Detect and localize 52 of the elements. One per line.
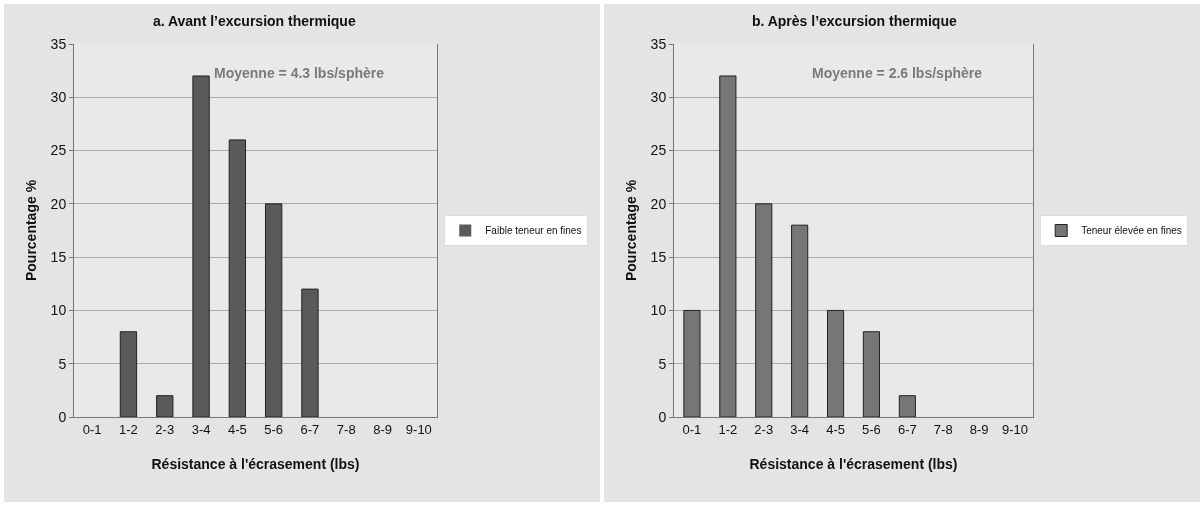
x-tick-label: 8-9 bbox=[969, 421, 989, 437]
y-tick-label: 20 bbox=[650, 195, 667, 212]
y-tick-label: 10 bbox=[650, 302, 667, 319]
x-tick-label: 0-1 bbox=[682, 421, 702, 437]
bar bbox=[192, 75, 210, 417]
y-axis-title: Pourcentage % bbox=[23, 179, 39, 282]
annotation: Moyenne = 2.6 lbs/sphère bbox=[812, 65, 983, 81]
y-tick-label: 15 bbox=[50, 249, 67, 266]
y-tick-label: 25 bbox=[650, 142, 667, 159]
chart-title: b. Après l’excursion thermique bbox=[751, 13, 957, 30]
x-axis-title: Résistance à l'écrasement (lbs) bbox=[749, 456, 958, 472]
x-tick-label: 2-3 bbox=[155, 421, 175, 437]
x-tick-label: 9-10 bbox=[1002, 421, 1029, 437]
x-tick-label: 3-4 bbox=[191, 421, 211, 437]
bar bbox=[156, 395, 174, 417]
x-tick-label: 3-4 bbox=[790, 421, 810, 437]
y-tick-label: 0 bbox=[58, 408, 67, 425]
y-axis-title: Pourcentage % bbox=[623, 179, 639, 282]
chart-title: a. Avant l’excursion thermique bbox=[152, 13, 356, 30]
x-axis-title: Résistance à l'écrasement (lbs) bbox=[151, 456, 360, 472]
legend-label: Faible teneur en fines bbox=[485, 225, 582, 237]
x-tick-label: 6-7 bbox=[300, 421, 320, 437]
y-tick-label: 15 bbox=[650, 249, 667, 266]
x-tick-label: 5-6 bbox=[862, 421, 881, 437]
x-tick-label: 4-5 bbox=[826, 421, 845, 437]
y-tick-label: 30 bbox=[650, 89, 667, 106]
y-tick-label: 0 bbox=[658, 408, 667, 425]
x-tick-label: 9-10 bbox=[405, 421, 432, 437]
x-tick-label: 0-1 bbox=[82, 421, 102, 437]
x-tick-label: 5-6 bbox=[264, 421, 284, 437]
bar bbox=[228, 139, 247, 417]
y-tick-label: 5 bbox=[58, 355, 67, 372]
x-tick-label: 2-3 bbox=[754, 421, 774, 437]
x-tick-label: 1-2 bbox=[718, 421, 738, 437]
bar bbox=[119, 331, 138, 417]
y-tick-label: 20 bbox=[50, 195, 67, 212]
x-tick-label: 8-9 bbox=[373, 421, 392, 437]
annotation: Moyenne = 4.3 lbs/sphère bbox=[214, 65, 385, 81]
y-tick-label: 30 bbox=[50, 89, 67, 106]
x-tick-label: 4-5 bbox=[227, 421, 247, 437]
x-tick-label: 6-7 bbox=[897, 421, 917, 437]
y-tick-label: 35 bbox=[650, 35, 667, 52]
y-tick-label: 5 bbox=[658, 355, 667, 372]
bar bbox=[264, 203, 283, 417]
x-tick-label: 1-2 bbox=[119, 421, 138, 437]
y-tick-label: 35 bbox=[50, 35, 67, 52]
x-tick-label: 7-8 bbox=[336, 421, 356, 437]
x-tick-label: 7-8 bbox=[933, 421, 953, 437]
y-tick-label: 25 bbox=[50, 142, 67, 159]
y-tick-label: 10 bbox=[50, 302, 67, 319]
legend-label: Teneur élevée en fines bbox=[1081, 225, 1182, 237]
bar bbox=[301, 288, 319, 417]
